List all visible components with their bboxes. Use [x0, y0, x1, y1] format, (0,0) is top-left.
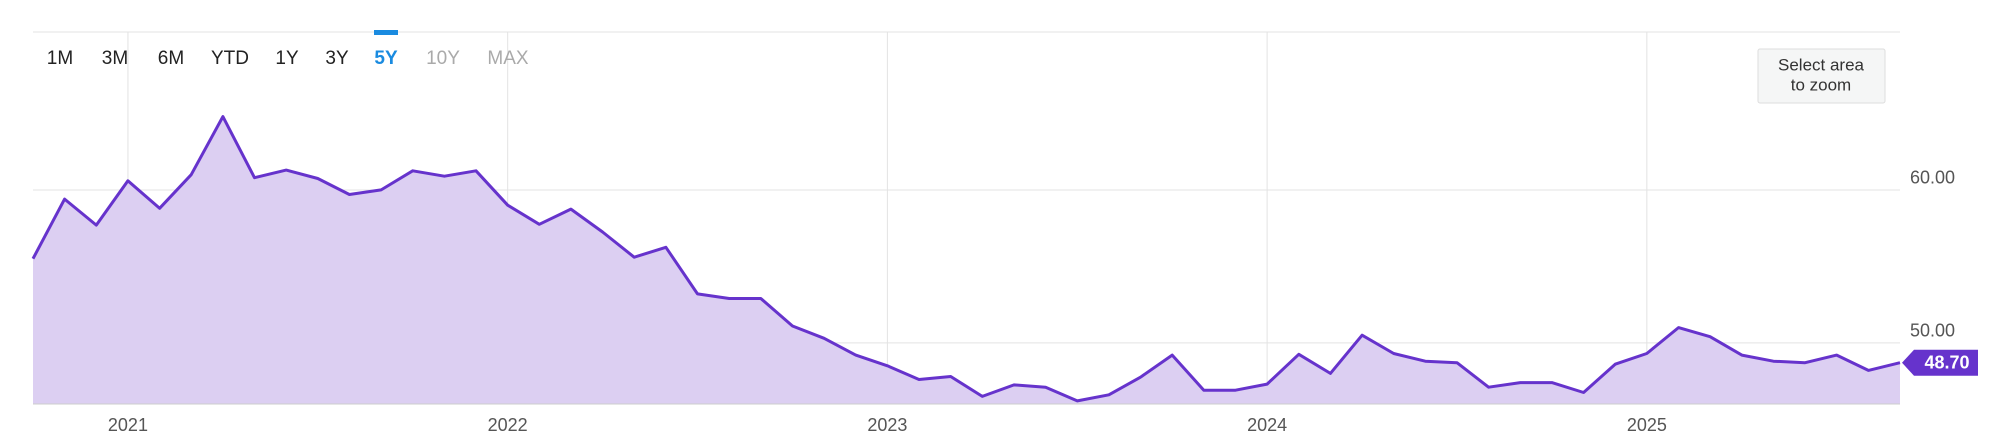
last-value-label: 48.70: [1924, 352, 1969, 372]
range-button[interactable]: 1Y: [275, 48, 299, 69]
zoom-hint-box: [1757, 48, 1886, 104]
zoom-hint-text: to zoom: [1791, 75, 1851, 94]
range-button: 10Y: [426, 48, 460, 69]
area-fill: [33, 116, 1900, 404]
x-tick-label: 2025: [1627, 415, 1667, 435]
selected-indicator: [374, 30, 398, 35]
range-button-label: 1M: [47, 48, 73, 69]
range-button[interactable]: YTD: [211, 48, 249, 69]
range-button[interactable]: 5Y: [374, 30, 398, 69]
range-button-label: 10Y: [426, 48, 460, 69]
range-button-label: 1Y: [275, 48, 299, 69]
range-button-label: MAX: [487, 48, 529, 69]
range-button-label: 5Y: [374, 48, 398, 69]
range-button: MAX: [487, 48, 529, 69]
range-button[interactable]: 1M: [47, 48, 73, 69]
range-button-label: YTD: [211, 48, 249, 69]
x-tick-label: 2024: [1247, 415, 1287, 435]
x-tick-label: 2022: [488, 415, 528, 435]
range-button-label: 3Y: [325, 48, 349, 69]
x-tick-label: 2023: [867, 415, 907, 435]
last-value-tag: [1902, 349, 1978, 376]
range-button-label: 6M: [158, 48, 184, 69]
range-button[interactable]: 3M: [102, 48, 128, 69]
y-tick-label: 50.00: [1910, 321, 1955, 341]
x-tick-label: 2021: [108, 415, 148, 435]
range-button[interactable]: 3Y: [325, 48, 349, 69]
y-tick-label: 60.00: [1910, 168, 1955, 188]
range-button[interactable]: 6M: [158, 48, 184, 69]
line: [31, 115, 1901, 403]
range-button-label: 3M: [102, 48, 128, 69]
zoom-hint-text: Select area: [1778, 55, 1865, 74]
